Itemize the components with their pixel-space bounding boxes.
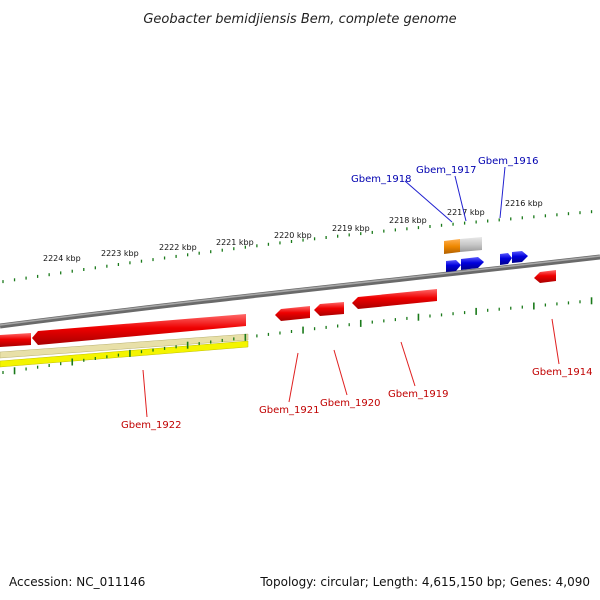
- gene-arrow-gbem-1918[interactable]: [446, 260, 461, 272]
- ruler-label: 2222 kbp: [159, 243, 197, 252]
- gene-arrow-gbem-1919[interactable]: [352, 289, 437, 309]
- genome-backbone: [0, 254, 600, 329]
- ruler-label: 2224 kbp: [43, 254, 81, 263]
- gene-label-gbem-1920: Gbem_1920: [320, 398, 380, 409]
- leader-line-gbem-1918: [404, 180, 453, 223]
- gene-arrow-gbem-1916-a[interactable]: [500, 253, 512, 265]
- ruler-label: 2216 kbp: [505, 199, 543, 208]
- gene-label-gbem-1914: Gbem_1914: [532, 367, 592, 378]
- page-title: Geobacter bemidjiensis Bem, complete gen…: [143, 12, 456, 27]
- gene-label-gbem-1916: Gbem_1916: [478, 156, 538, 167]
- gene-box-gbem-1917-pseudo[interactable]: [460, 237, 482, 252]
- leader-line-gbem-1920: [333, 349, 348, 396]
- gene-arrow-gbem-1917[interactable]: [461, 257, 484, 270]
- outer-coordinate-ruler: [2, 210, 593, 284]
- yellow-feature-track: [0, 340, 249, 368]
- ruler-label: 2218 kbp: [389, 216, 427, 225]
- gene-label-gbem-1922: Gbem_1922: [121, 420, 181, 431]
- gene-arrow-gbem-1920[interactable]: [314, 302, 344, 316]
- leader-line-gbem-1921: [288, 352, 299, 403]
- gene-arrow-gbem-1921[interactable]: [275, 306, 310, 321]
- ruler-label: 2217 kbp: [447, 208, 485, 217]
- gene-label-gbem-1918: Gbem_1918: [351, 174, 411, 185]
- gene-arrow-gbem-1916-b[interactable]: [512, 251, 528, 263]
- genome-summary-text: Topology: circular; Length: 4,615,150 bp…: [259, 575, 590, 589]
- pale-feature-track: [0, 333, 249, 359]
- gene-label-gbem-1919: Gbem_1919: [388, 389, 448, 400]
- leader-line-gbem-1919: [400, 341, 416, 387]
- accession-text: Accession: NC_011146: [9, 575, 145, 589]
- leader-line-gbem-1917: [454, 175, 467, 222]
- gene-arrow-gbem-1922[interactable]: [32, 314, 246, 345]
- ruler-label: 2220 kbp: [274, 231, 312, 240]
- gene-label-gbem-1921: Gbem_1921: [259, 405, 319, 416]
- gene-label-gbem-1917: Gbem_1917: [416, 165, 476, 176]
- leader-line-gbem-1916: [499, 166, 506, 219]
- gene-box-gbem-1917-rna[interactable]: [444, 239, 460, 254]
- ruler-label: 2219 kbp: [332, 224, 370, 233]
- gene-arrow-gbem-1922-left-segment[interactable]: [0, 333, 31, 347]
- leader-line-gbem-1914: [551, 318, 560, 365]
- leader-line-gbem-1922: [142, 369, 148, 418]
- ruler-label: 2221 kbp: [216, 238, 254, 247]
- genome-backbone-highlight: [0, 255, 600, 326]
- inner-coordinate-ruler: [2, 297, 593, 375]
- ruler-label: 2223 kbp: [101, 249, 139, 258]
- gene-arrow-gbem-1914[interactable]: [534, 270, 556, 283]
